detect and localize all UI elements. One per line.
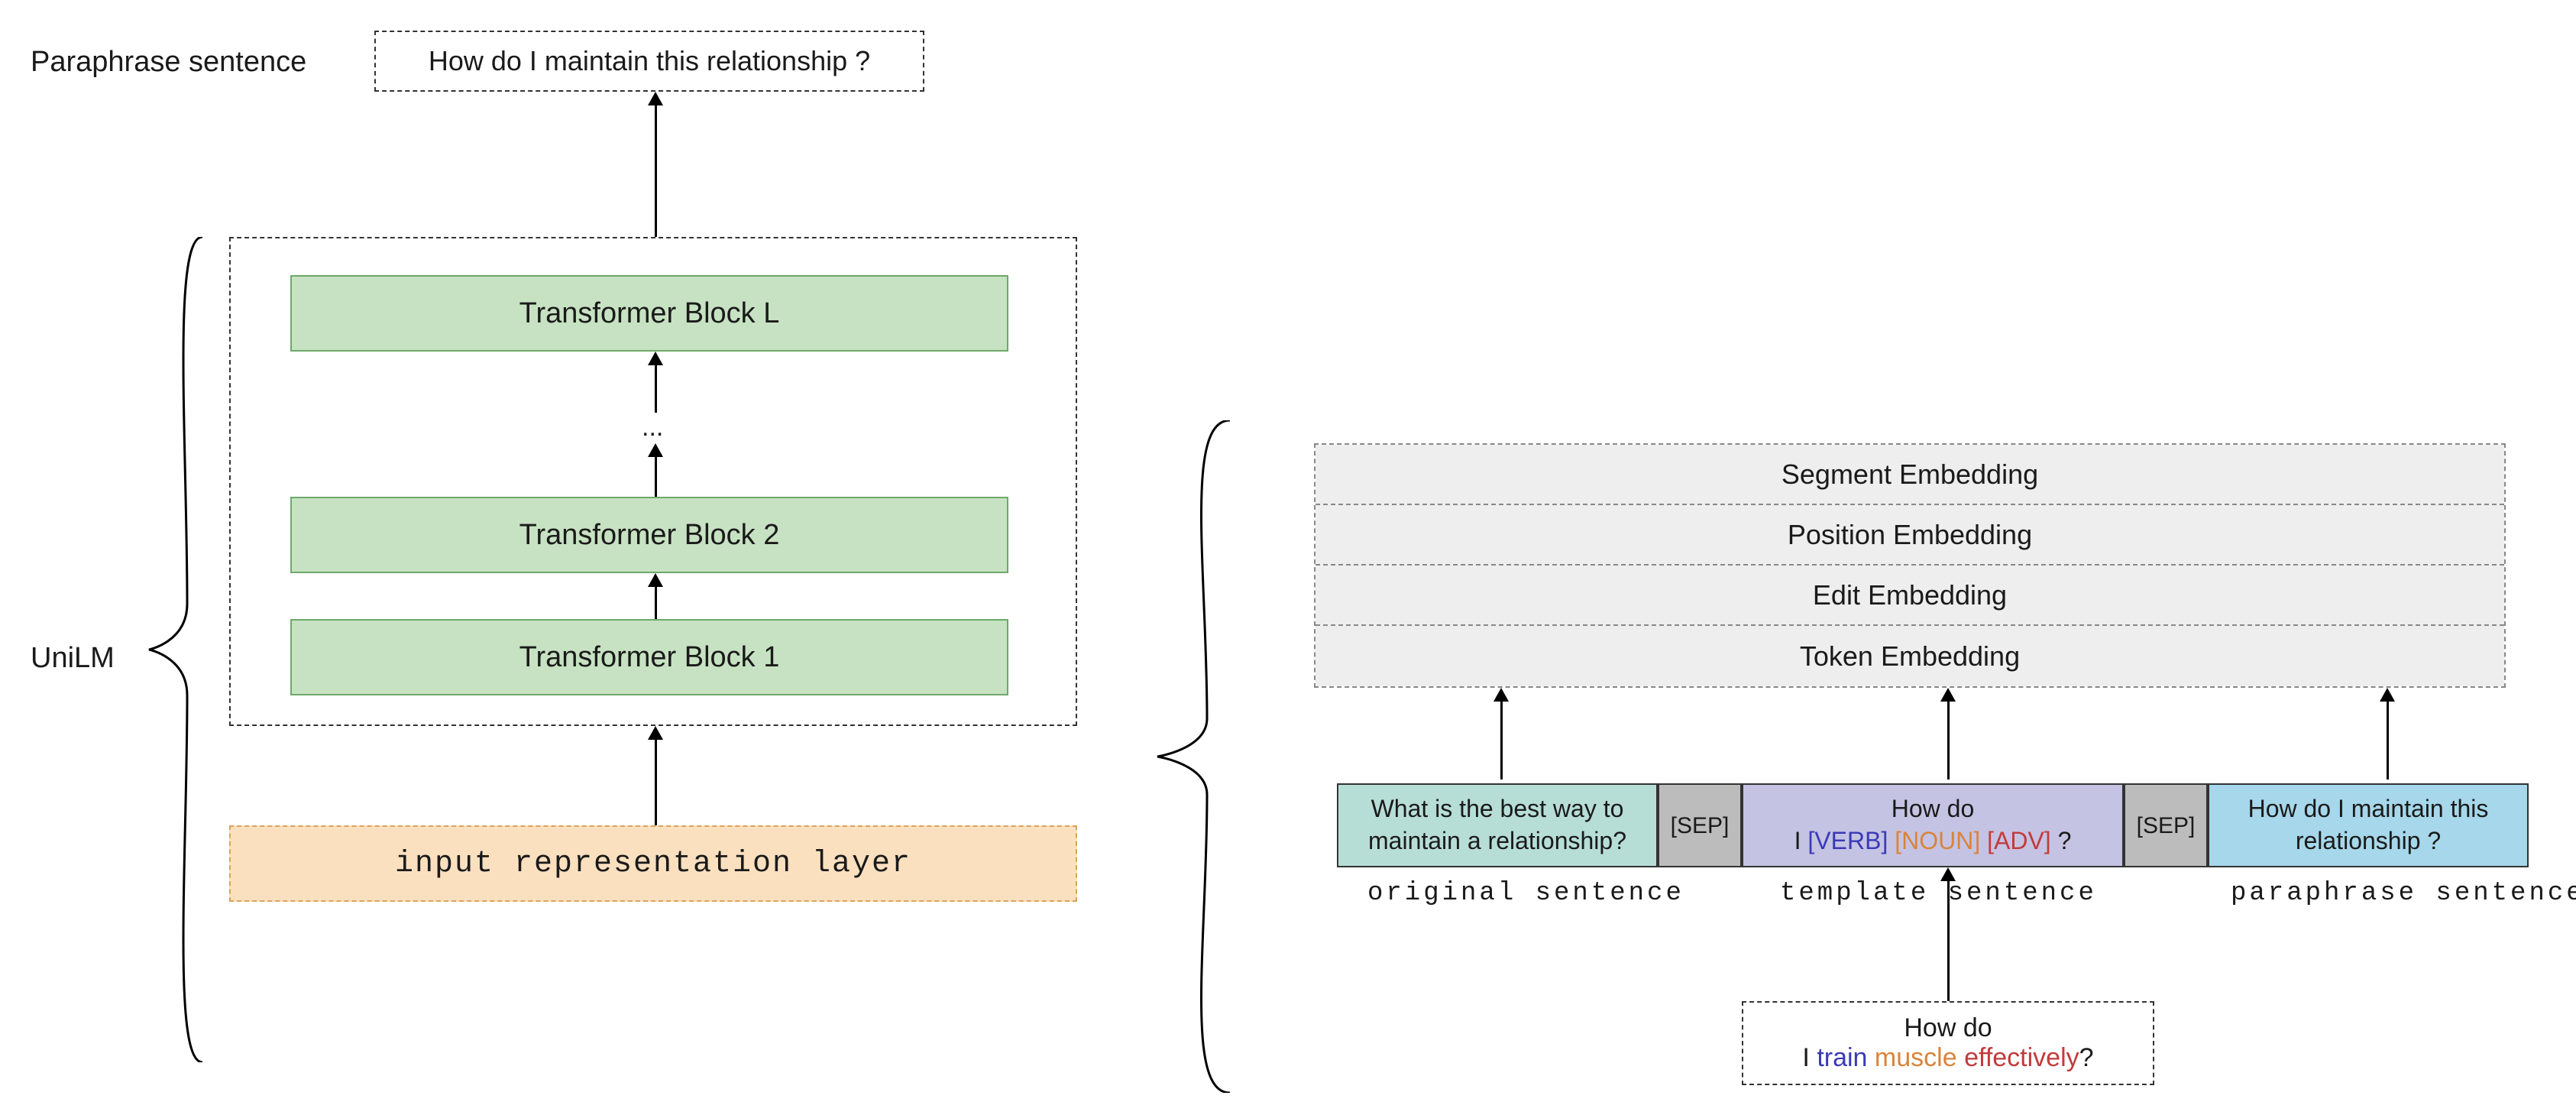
- exemplar-sentence-box: How do I train muscle effectively?: [1742, 1001, 2154, 1085]
- transformer-block-1: Transformer Block 1: [290, 619, 1008, 695]
- unilm-brace-icon: [141, 237, 210, 1062]
- edit-embedding-label: Edit Embedding: [1813, 579, 2007, 611]
- input-sequence-row: What is the best way to maintain a relat…: [1337, 783, 2529, 867]
- input-representation-label: input representation layer: [395, 847, 911, 881]
- transformer-block-L-label: Transformer Block L: [519, 297, 780, 330]
- original-sentence-underlabel: original sentence: [1367, 879, 1684, 908]
- transformer-block-1-label: Transformer Block 1: [519, 641, 780, 674]
- input-representation-layer: input representation layer: [229, 825, 1077, 902]
- transformer-block-L: Transformer Block L: [290, 275, 1008, 352]
- token-embedding-row: Token Embedding: [1316, 626, 2504, 686]
- pos-verb: [VERB]: [1807, 827, 1888, 854]
- original-sentence-line2: maintain a relationship?: [1368, 825, 1626, 857]
- arrow-b2-to-dots: [648, 443, 663, 497]
- embedding-stack: Segment Embedding Position Embedding Edi…: [1314, 443, 2506, 688]
- paraphrase-sentence-label: Paraphrase sentence: [31, 46, 306, 79]
- original-sentence-box: What is the best way to maintain a relat…: [1337, 783, 1658, 867]
- transformer-block-2-label: Transformer Block 2: [519, 519, 780, 552]
- word-train: train: [1817, 1043, 1867, 1072]
- segment-embedding-row: Segment Embedding: [1316, 445, 2504, 505]
- sep-token-1-label: [SEP]: [1671, 811, 1730, 841]
- sep-token-1: [SEP]: [1658, 783, 1742, 867]
- inputrep-brace-icon: [1146, 420, 1238, 1093]
- unilm-label: UniLM: [31, 642, 115, 675]
- exemplar-line2: I train muscle effectively?: [1802, 1043, 2093, 1073]
- exemplar-line1: How do: [1904, 1013, 1992, 1043]
- output-paraphrase-box: How do I maintain this relationship ?: [374, 31, 924, 92]
- position-embedding-row: Position Embedding: [1316, 505, 2504, 566]
- template-sentence-box: How do I [VERB] [NOUN] [ADV] ?: [1742, 783, 2124, 867]
- arrow-dots-to-L: [648, 352, 663, 413]
- arrow-template-to-emb: [1940, 688, 1956, 780]
- arrow-exemplar-to-template: [1940, 867, 1956, 1001]
- arrow-inputrep-to-unilm: [648, 726, 663, 825]
- token-embedding-label: Token Embedding: [1800, 640, 2020, 673]
- word-effectively: effectively: [1964, 1043, 2079, 1072]
- arrow-unilm-to-output: [648, 92, 663, 237]
- segment-embedding-label: Segment Embedding: [1782, 459, 2038, 491]
- arrow-original-to-emb: [1493, 688, 1509, 780]
- sep-token-2-label: [SEP]: [2137, 811, 2196, 841]
- position-embedding-label: Position Embedding: [1788, 519, 2032, 551]
- paraphrase-sentence-box: How do I maintain this relationship ?: [2208, 783, 2529, 867]
- output-paraphrase-text: How do I maintain this relationship ?: [429, 45, 870, 77]
- template-sentence-underlabel: template sentence: [1780, 879, 2097, 908]
- pos-adv: [ADV]: [1987, 827, 2051, 854]
- transformer-dots: ...: [642, 413, 663, 442]
- arrow-para-to-emb: [2380, 688, 2395, 780]
- sep-token-2: [SEP]: [2124, 783, 2208, 867]
- transformer-block-2: Transformer Block 2: [290, 497, 1008, 573]
- paraphrase-sentence-underlabel: paraphrase sentence: [2231, 879, 2576, 908]
- edit-embedding-row: Edit Embedding: [1316, 566, 2504, 626]
- para-line1: How do I maintain this: [2248, 793, 2489, 825]
- template-line1: How do: [1892, 793, 1975, 825]
- arrow-b1-to-b2: [648, 573, 663, 619]
- template-line2: I [VERB] [NOUN] [ADV] ?: [1794, 825, 2072, 857]
- word-muscle: muscle: [1875, 1043, 1957, 1072]
- para-line2: relationship ?: [2296, 825, 2441, 857]
- original-sentence-line1: What is the best way to: [1371, 793, 1624, 825]
- pos-noun: [NOUN]: [1895, 827, 1980, 854]
